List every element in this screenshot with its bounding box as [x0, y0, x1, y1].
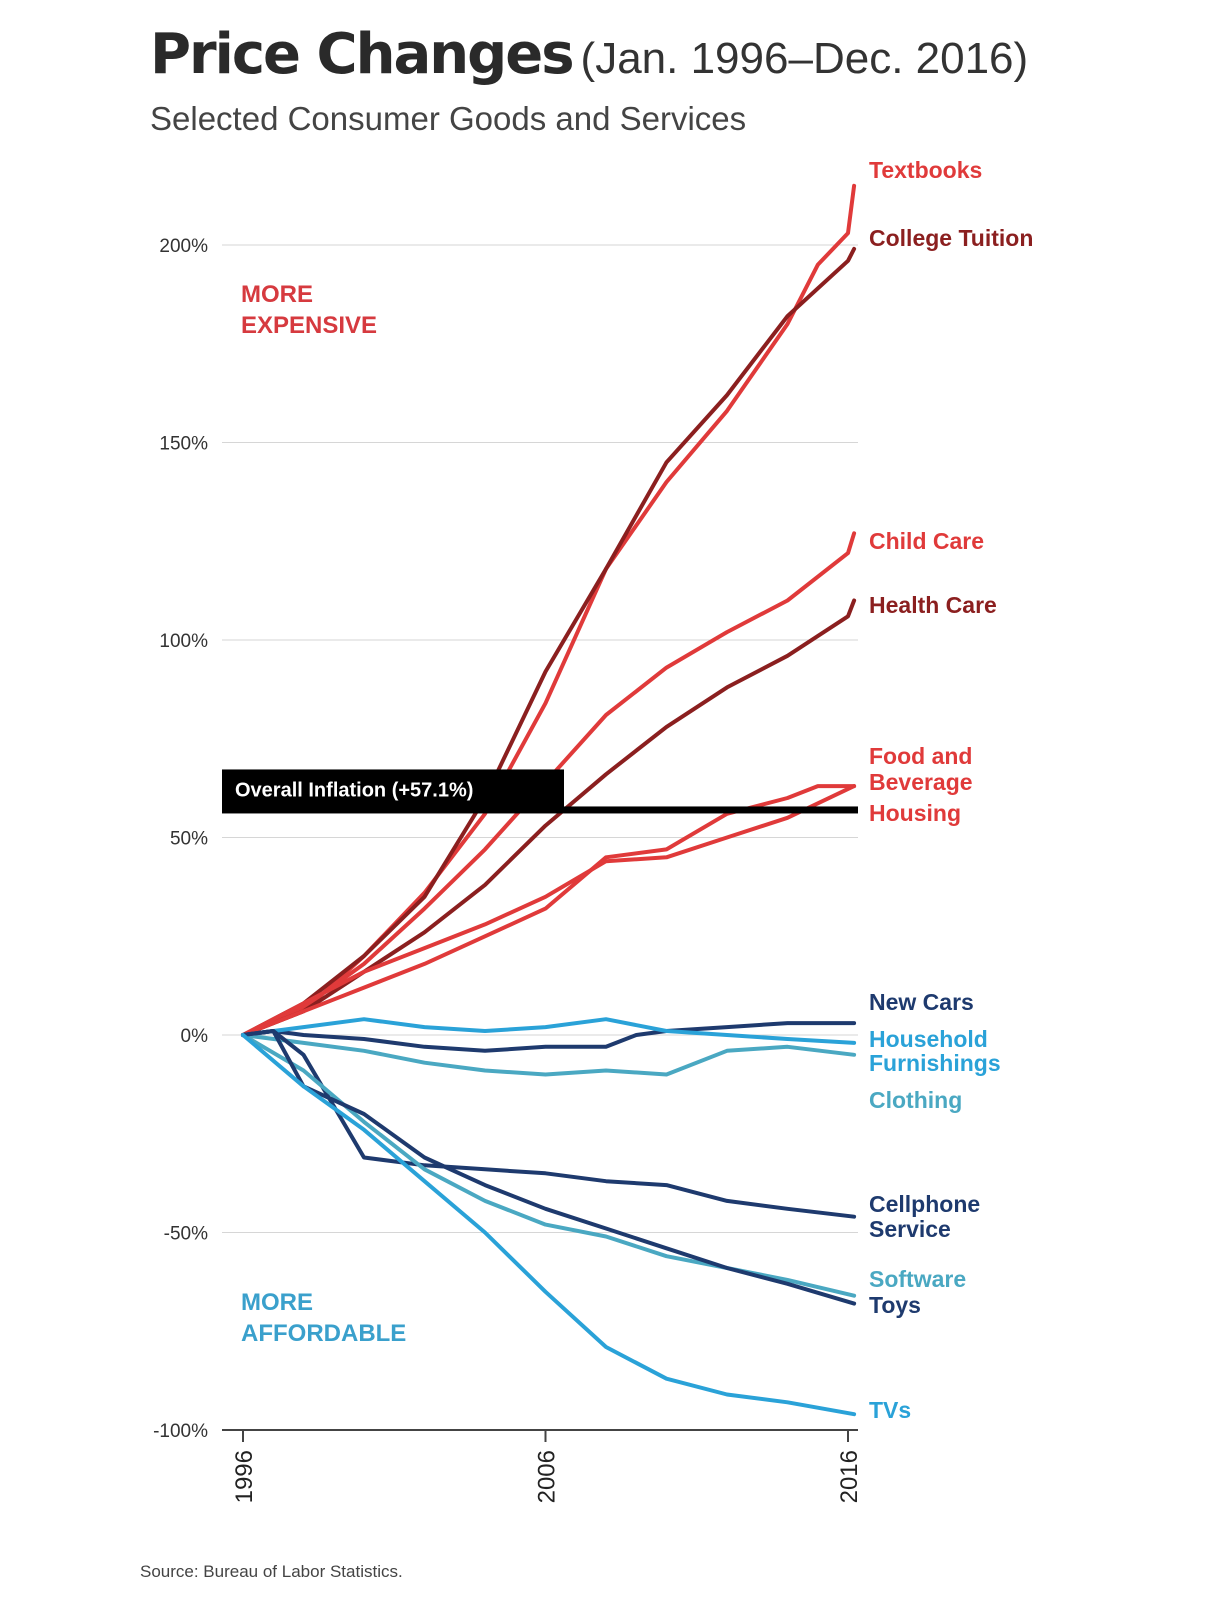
series-label-cellphone-service: Cellphone	[869, 1191, 980, 1217]
series-line-child-care	[241, 531, 857, 1037]
annotation-label: AFFORDABLE	[241, 1320, 406, 1347]
y-tick-label: 100%	[159, 631, 208, 652]
x-tick-label: 2006	[534, 1450, 561, 1503]
y-tick-label: 0%	[181, 1026, 209, 1047]
series-label-toys: Toys	[869, 1292, 921, 1318]
inflation-line	[222, 806, 858, 814]
title-date-range: (Jan. 1996–Dec. 2016)	[580, 34, 1029, 83]
series-label-housing: Housing	[869, 800, 961, 826]
series-line-toys	[241, 1029, 857, 1306]
inflation-label: Overall Inflation (+57.1%)	[235, 779, 473, 801]
series-label-household-furnishings: Household	[869, 1026, 988, 1052]
source-note: Source: Bureau of Labor Statistics.	[140, 1562, 403, 1581]
annotation-label: MORE	[241, 281, 313, 308]
series-label-cellphone-service: Service	[869, 1216, 951, 1242]
x-tick-label: 1996	[231, 1450, 258, 1503]
series-line-new-cars	[241, 1021, 857, 1053]
series-label-health-care: Health Care	[869, 592, 997, 618]
line-chart: 200% 150% 100% 50% 0% -50% -100% 1996 2006 2016 MO…	[153, 157, 1033, 1503]
y-tick-label: -100%	[153, 1421, 208, 1442]
series-line-household-furnishings	[241, 1017, 857, 1045]
series-label-new-cars: New Cars	[869, 989, 974, 1015]
y-tick-label: -50%	[164, 1224, 208, 1245]
chart-subtitle: Selected Consumer Goods and Services	[150, 100, 747, 137]
series-label-food-and-beverage: Beverage	[869, 769, 973, 795]
series-label-textbooks: Textbooks	[869, 157, 982, 183]
series-label-software: Software	[869, 1266, 966, 1292]
annotation-label: EXPENSIVE	[241, 312, 377, 339]
annotation-label: MORE	[241, 1289, 313, 1316]
chart-title: Price Changes (Jan. 1996–Dec. 2016)	[150, 22, 1028, 87]
series-line-housing	[241, 784, 857, 1037]
series-label-household-furnishings: Furnishings	[869, 1050, 1001, 1076]
x-tick-label: 2016	[836, 1450, 863, 1503]
series-line-food-and-beverage	[241, 784, 857, 1037]
series-line-cellphone-service	[241, 1029, 857, 1219]
series-label-food-and-beverage: Food and	[869, 743, 972, 769]
series-line-clothing	[241, 1033, 857, 1077]
series-line-college-tuition	[241, 246, 857, 1037]
y-tick-label: 200%	[159, 236, 208, 257]
series-line-tvs	[241, 1033, 857, 1417]
series-label-child-care: Child Care	[869, 528, 984, 554]
series-label-tvs: TVs	[869, 1397, 911, 1423]
y-tick-label: 50%	[170, 829, 208, 850]
inflation-label-box	[222, 769, 564, 810]
y-tick-label: 150%	[159, 434, 208, 455]
series-label-college-tuition: College Tuition	[869, 225, 1033, 251]
title-main: Price Changes	[150, 22, 575, 87]
series-label-clothing: Clothing	[869, 1087, 962, 1113]
